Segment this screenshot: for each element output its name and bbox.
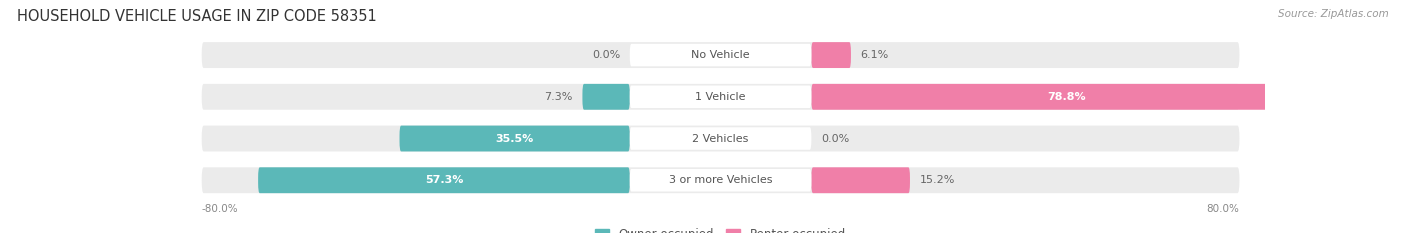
FancyBboxPatch shape [259, 167, 630, 193]
Text: 3 or more Vehicles: 3 or more Vehicles [669, 175, 772, 185]
FancyBboxPatch shape [811, 167, 910, 193]
Text: 1 Vehicle: 1 Vehicle [696, 92, 745, 102]
Text: 0.0%: 0.0% [592, 50, 620, 60]
Text: 15.2%: 15.2% [920, 175, 955, 185]
FancyBboxPatch shape [201, 84, 1240, 110]
FancyBboxPatch shape [630, 86, 811, 108]
Text: 35.5%: 35.5% [495, 134, 534, 144]
Legend: Owner-occupied, Renter-occupied: Owner-occupied, Renter-occupied [595, 228, 846, 233]
FancyBboxPatch shape [201, 42, 1240, 68]
FancyBboxPatch shape [630, 169, 811, 192]
Text: HOUSEHOLD VEHICLE USAGE IN ZIP CODE 58351: HOUSEHOLD VEHICLE USAGE IN ZIP CODE 5835… [17, 9, 377, 24]
Text: 0.0%: 0.0% [821, 134, 849, 144]
FancyBboxPatch shape [582, 84, 630, 110]
Text: No Vehicle: No Vehicle [692, 50, 749, 60]
FancyBboxPatch shape [630, 127, 811, 150]
Text: 57.3%: 57.3% [425, 175, 463, 185]
Text: 80.0%: 80.0% [1206, 204, 1240, 214]
Text: -80.0%: -80.0% [201, 204, 239, 214]
Text: Source: ZipAtlas.com: Source: ZipAtlas.com [1278, 9, 1389, 19]
FancyBboxPatch shape [399, 126, 630, 151]
Text: 6.1%: 6.1% [860, 50, 889, 60]
Text: 78.8%: 78.8% [1047, 92, 1087, 102]
FancyBboxPatch shape [630, 44, 811, 66]
FancyBboxPatch shape [201, 126, 1240, 151]
FancyBboxPatch shape [811, 84, 1323, 110]
Text: 7.3%: 7.3% [544, 92, 572, 102]
FancyBboxPatch shape [201, 167, 1240, 193]
Text: 2 Vehicles: 2 Vehicles [692, 134, 749, 144]
FancyBboxPatch shape [811, 42, 851, 68]
